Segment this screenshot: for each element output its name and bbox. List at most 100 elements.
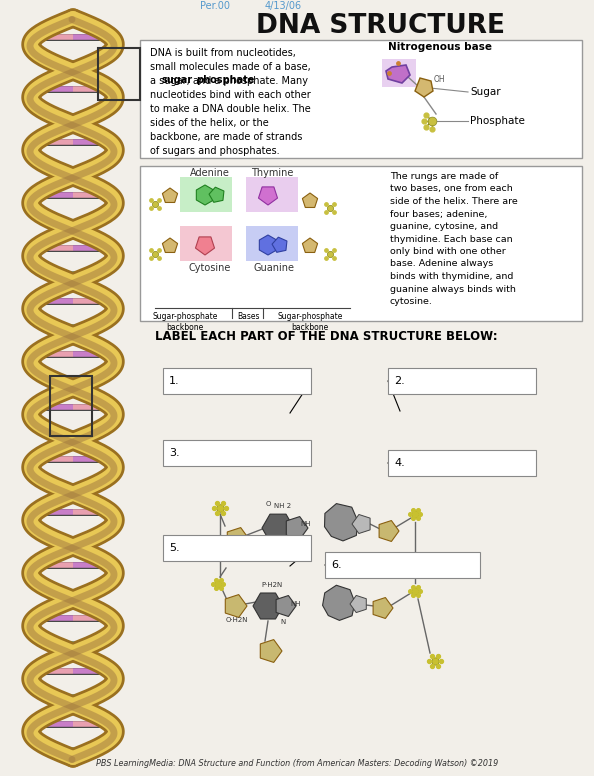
Polygon shape <box>272 237 287 252</box>
Point <box>154 251 163 264</box>
FancyBboxPatch shape <box>180 177 232 212</box>
Point <box>422 109 431 122</box>
Text: Sugar-phosphate
backbone: Sugar-phosphate backbone <box>152 312 217 332</box>
Point <box>213 578 223 591</box>
Text: Sugar: Sugar <box>470 87 501 97</box>
FancyBboxPatch shape <box>388 368 536 394</box>
Point <box>407 589 417 601</box>
Point <box>218 497 228 509</box>
Point <box>407 504 417 516</box>
Point <box>215 502 225 514</box>
Point <box>212 507 222 519</box>
Text: 5.: 5. <box>169 543 179 553</box>
Point <box>150 248 160 260</box>
Point <box>405 508 415 520</box>
FancyBboxPatch shape <box>246 177 298 212</box>
Polygon shape <box>324 504 358 541</box>
Point <box>419 115 429 127</box>
Polygon shape <box>262 514 294 542</box>
FancyBboxPatch shape <box>180 226 232 261</box>
Text: 4/13/06: 4/13/06 <box>265 1 302 11</box>
Point <box>218 507 228 519</box>
Point <box>211 573 220 586</box>
Point <box>326 248 335 260</box>
Point <box>147 251 156 264</box>
Text: Bases: Bases <box>237 312 259 321</box>
Polygon shape <box>197 185 214 205</box>
Point <box>410 585 420 598</box>
Polygon shape <box>382 59 416 87</box>
Text: NH: NH <box>301 521 311 527</box>
Polygon shape <box>379 521 399 542</box>
Point <box>216 582 225 594</box>
Text: N: N <box>280 619 286 625</box>
FancyBboxPatch shape <box>163 368 311 394</box>
Text: Per.00: Per.00 <box>200 1 230 11</box>
Point <box>209 502 219 514</box>
Text: Sugar-phosphate
backbone: Sugar-phosphate backbone <box>277 312 343 332</box>
Point <box>154 244 163 257</box>
Point <box>147 244 156 257</box>
Text: Guanine: Guanine <box>254 263 295 273</box>
Text: NH: NH <box>290 601 301 607</box>
Point <box>147 194 156 206</box>
Point <box>393 57 403 69</box>
Point <box>212 497 222 509</box>
FancyBboxPatch shape <box>388 450 536 476</box>
Point <box>384 67 394 79</box>
Polygon shape <box>260 639 282 663</box>
Polygon shape <box>352 514 370 534</box>
Polygon shape <box>350 595 366 612</box>
Polygon shape <box>302 193 318 207</box>
Polygon shape <box>258 187 277 205</box>
Point <box>413 512 422 525</box>
Text: Adenine: Adenine <box>190 168 230 178</box>
Point <box>433 650 443 662</box>
Point <box>329 206 339 218</box>
Point <box>147 201 156 213</box>
Point <box>415 508 425 520</box>
Point <box>405 585 415 598</box>
Point <box>216 573 225 586</box>
Point <box>427 123 437 135</box>
Point <box>326 202 335 214</box>
Text: DNA is built from nucleotides,
small molecules made of a base,
a             , a: DNA is built from nucleotides, small mol… <box>150 48 311 156</box>
Point <box>154 194 163 206</box>
Polygon shape <box>373 598 393 618</box>
Point <box>436 655 446 667</box>
Polygon shape <box>260 235 277 255</box>
FancyBboxPatch shape <box>246 226 298 261</box>
Point <box>430 655 440 667</box>
Point <box>211 582 220 594</box>
Text: The rungs are made of
two bases, one from each
side of the helix. There are
four: The rungs are made of two bases, one fro… <box>390 172 518 306</box>
Text: Nitrogenous base: Nitrogenous base <box>388 42 492 52</box>
Polygon shape <box>195 237 214 255</box>
Text: 1.: 1. <box>169 376 179 386</box>
Text: P·H2N: P·H2N <box>261 582 283 588</box>
Text: 2.: 2. <box>394 376 405 386</box>
Point <box>329 251 339 264</box>
Polygon shape <box>286 517 308 539</box>
Text: sugar: sugar <box>162 75 193 85</box>
Point <box>413 504 422 516</box>
Point <box>407 512 417 525</box>
Text: O·H2N: O·H2N <box>226 617 248 623</box>
Text: NH 2: NH 2 <box>274 503 292 509</box>
Point <box>413 589 422 601</box>
Polygon shape <box>225 594 247 618</box>
Text: DNA is built from nucleotides,
small molecules made of a base,
a sugar, and a ph: DNA is built from nucleotides, small mol… <box>150 48 311 156</box>
Polygon shape <box>302 238 318 252</box>
Polygon shape <box>323 585 355 620</box>
FancyBboxPatch shape <box>163 535 311 561</box>
Point <box>154 201 163 213</box>
Point <box>424 655 434 667</box>
Point <box>322 198 331 210</box>
Text: 3.: 3. <box>169 448 179 458</box>
Point <box>410 508 420 520</box>
Polygon shape <box>162 188 178 203</box>
Text: O: O <box>266 501 271 507</box>
Point <box>329 198 339 210</box>
FancyBboxPatch shape <box>163 440 311 466</box>
Point <box>322 244 331 257</box>
Polygon shape <box>276 595 296 616</box>
